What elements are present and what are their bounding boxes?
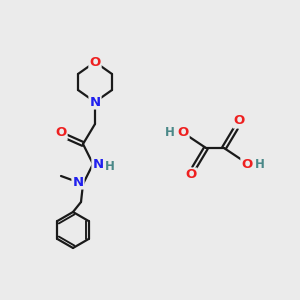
Text: O: O: [56, 127, 67, 140]
Text: H: H: [105, 160, 115, 172]
Text: O: O: [185, 169, 197, 182]
Text: O: O: [233, 115, 244, 128]
Text: N: N: [92, 158, 104, 170]
Text: N: N: [72, 176, 84, 188]
Text: O: O: [242, 158, 253, 170]
Text: N: N: [89, 95, 100, 109]
Text: O: O: [177, 125, 189, 139]
Text: H: H: [165, 125, 175, 139]
Text: O: O: [89, 56, 100, 68]
Text: H: H: [255, 158, 265, 170]
